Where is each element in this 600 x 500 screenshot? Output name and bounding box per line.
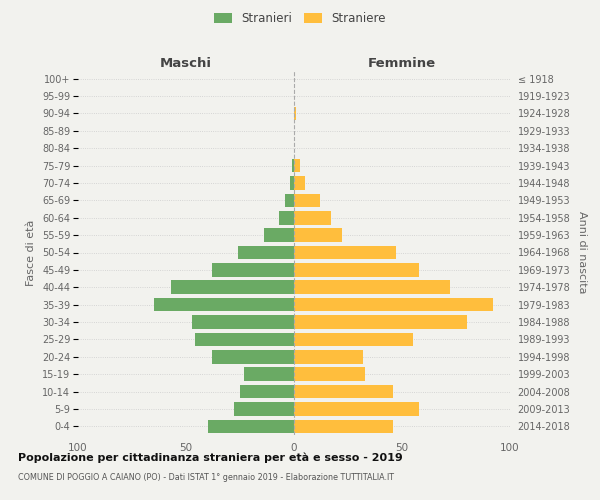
Text: Maschi: Maschi bbox=[160, 58, 212, 70]
Bar bbox=[264, 228, 294, 242]
Y-axis label: Anni di nascita: Anni di nascita bbox=[577, 211, 587, 294]
Bar bbox=[212, 350, 294, 364]
Text: Femmine: Femmine bbox=[368, 58, 436, 70]
Bar bbox=[294, 368, 365, 381]
Bar bbox=[212, 263, 294, 276]
Bar bbox=[244, 368, 294, 381]
Bar bbox=[292, 159, 294, 172]
Bar bbox=[294, 176, 305, 190]
Bar bbox=[208, 420, 294, 433]
Bar bbox=[294, 420, 394, 433]
Y-axis label: Fasce di età: Fasce di età bbox=[26, 220, 37, 286]
Bar bbox=[294, 298, 493, 312]
Bar bbox=[193, 315, 294, 329]
Bar bbox=[294, 315, 467, 329]
Bar bbox=[294, 402, 419, 415]
Bar bbox=[294, 385, 394, 398]
Bar bbox=[294, 246, 395, 260]
Bar bbox=[294, 194, 320, 207]
Bar bbox=[294, 211, 331, 224]
Bar bbox=[294, 263, 419, 276]
Bar bbox=[294, 280, 449, 294]
Text: Popolazione per cittadinanza straniera per età e sesso - 2019: Popolazione per cittadinanza straniera p… bbox=[18, 452, 403, 463]
Bar bbox=[294, 228, 341, 242]
Bar bbox=[294, 106, 296, 120]
Bar bbox=[279, 211, 294, 224]
Bar bbox=[290, 176, 294, 190]
Bar bbox=[294, 350, 363, 364]
Bar bbox=[194, 332, 294, 346]
Legend: Stranieri, Straniere: Stranieri, Straniere bbox=[211, 8, 389, 28]
Bar bbox=[238, 246, 294, 260]
Text: COMUNE DI POGGIO A CAIANO (PO) - Dati ISTAT 1° gennaio 2019 - Elaborazione TUTTI: COMUNE DI POGGIO A CAIANO (PO) - Dati IS… bbox=[18, 472, 394, 482]
Bar bbox=[294, 159, 301, 172]
Bar bbox=[171, 280, 294, 294]
Bar bbox=[233, 402, 294, 415]
Bar bbox=[240, 385, 294, 398]
Bar bbox=[294, 332, 413, 346]
Bar bbox=[286, 194, 294, 207]
Bar bbox=[154, 298, 294, 312]
